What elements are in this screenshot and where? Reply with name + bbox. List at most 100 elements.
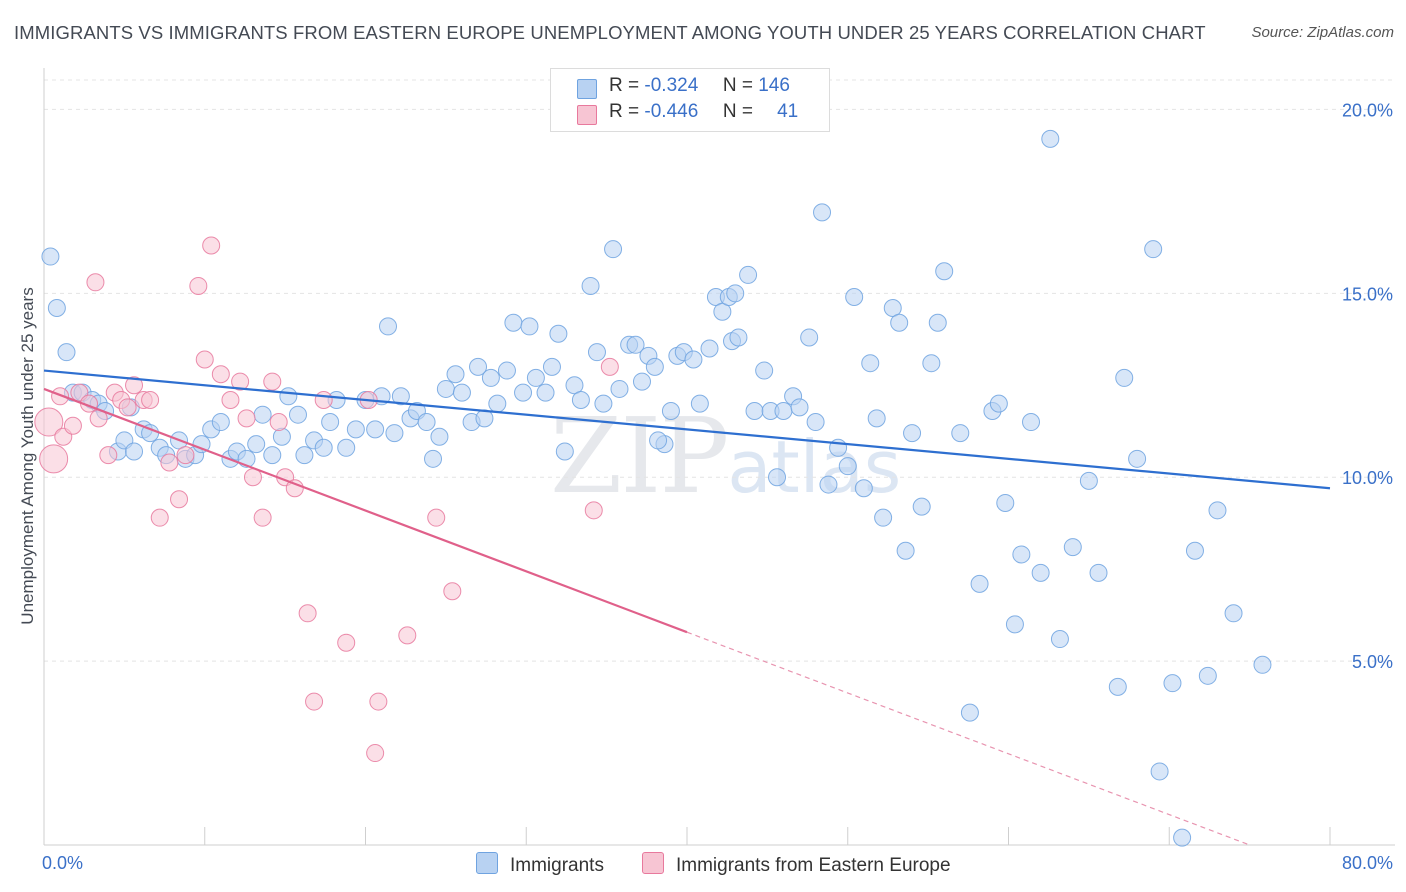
- immigrants-point: [41, 247, 60, 266]
- eastern-europe-point: [189, 276, 208, 295]
- immigrants-point: [469, 357, 488, 376]
- y-tick-label: 5.0%: [1352, 652, 1393, 672]
- immigrants-point: [594, 394, 613, 413]
- immigrants-point: [263, 446, 282, 465]
- immigrants-point: [288, 405, 307, 424]
- immigrants-point: [1173, 828, 1192, 847]
- immigrants-point: [430, 427, 449, 446]
- bottom-legend-eastern-europe: Immigrants from Eastern Europe: [642, 852, 951, 877]
- bottom-legend-label-immigrants: Immigrants: [510, 855, 604, 876]
- immigrants-point: [768, 468, 787, 487]
- legend-r-label: R =: [609, 75, 640, 96]
- legend-r-label: R =: [609, 101, 640, 122]
- immigrants-point: [649, 431, 668, 450]
- eastern-europe-trendline-extension: [686, 631, 1250, 846]
- immigrants-point: [935, 262, 954, 281]
- legend-n-label: N =: [722, 101, 753, 122]
- legend-n-value: 146: [758, 75, 790, 96]
- immigrants-point: [446, 365, 465, 384]
- eastern-europe-point: [118, 398, 137, 417]
- eastern-europe-point: [285, 479, 304, 498]
- immigrants-point: [211, 413, 230, 432]
- immigrants-point: [951, 424, 970, 443]
- source-label: Source: ZipAtlas.com: [1251, 24, 1394, 41]
- eastern-europe-point: [366, 744, 385, 763]
- immigrants-point: [632, 372, 651, 391]
- immigrants-point: [526, 368, 545, 387]
- immigrants-point: [1108, 677, 1127, 696]
- eastern-europe-trendline: [43, 387, 688, 634]
- immigrants-point: [1208, 501, 1227, 520]
- eastern-europe-point: [269, 413, 288, 432]
- immigrants-point: [903, 424, 922, 443]
- eastern-europe-point: [99, 446, 118, 465]
- eastern-europe-point: [305, 692, 324, 711]
- immigrants-point: [295, 446, 314, 465]
- immigrants-point: [1063, 538, 1082, 557]
- immigrants-point: [314, 438, 333, 457]
- immigrants-point: [700, 339, 719, 358]
- eastern-europe-point: [195, 350, 214, 369]
- immigrants-point: [571, 390, 590, 409]
- immigrants-point: [854, 479, 873, 498]
- immigrants-point: [610, 379, 629, 398]
- eastern-europe-point: [86, 273, 105, 292]
- eastern-europe-point: [600, 357, 619, 376]
- legend-r-value: -0.324: [644, 75, 699, 96]
- immigrants-point: [385, 424, 404, 443]
- immigrants-point: [481, 368, 500, 387]
- eastern-europe-point: [170, 490, 189, 509]
- immigrants-point: [845, 287, 864, 306]
- eastern-europe-point: [202, 236, 221, 255]
- y-tick-label: 10.0%: [1342, 468, 1393, 488]
- immigrants-point: [1012, 545, 1031, 564]
- bottom-legend-swatch-immigrants: [476, 852, 498, 874]
- immigrants-point: [813, 203, 832, 222]
- y-tick-label: 20.0%: [1342, 100, 1393, 120]
- immigrants-point: [279, 387, 298, 406]
- immigrants-point: [57, 343, 76, 362]
- immigrants-point: [874, 508, 893, 527]
- immigrants-point: [417, 413, 436, 432]
- immigrants-point: [604, 240, 623, 259]
- immigrants-point: [890, 313, 909, 332]
- immigrants-trendline: [43, 369, 1331, 490]
- eastern-europe-point: [298, 604, 317, 623]
- immigrants-point: [1253, 655, 1272, 674]
- x-tick-label-max: 80.0%: [1342, 853, 1393, 873]
- immigrants-point: [555, 442, 574, 461]
- correlation-legend: R = -0.324 N = 146 R = -0.446 N = 41: [550, 68, 830, 132]
- immigrants-point: [1005, 615, 1024, 634]
- eastern-europe-point: [231, 372, 250, 391]
- bottom-legend-immigrants: Immigrants: [476, 852, 604, 877]
- immigrants-point: [346, 420, 365, 439]
- immigrants-point: [47, 299, 66, 318]
- immigrants-point: [896, 541, 915, 560]
- immigrants-point: [1185, 541, 1204, 560]
- immigrants-point: [838, 457, 857, 476]
- immigrants-point: [1150, 762, 1169, 781]
- eastern-europe-point: [314, 390, 333, 409]
- immigrants-point: [247, 435, 266, 454]
- eastern-europe-point: [51, 387, 70, 406]
- eastern-europe-point: [160, 453, 179, 472]
- legend-swatch-immigrants: [577, 79, 597, 99]
- immigrants-point: [645, 357, 664, 376]
- immigrants-point: [819, 475, 838, 494]
- eastern-europe-point: [125, 376, 144, 395]
- immigrants-point: [542, 357, 561, 376]
- eastern-europe-point: [176, 446, 195, 465]
- immigrants-point: [1079, 471, 1098, 490]
- immigrants-point: [912, 497, 931, 516]
- legend-swatch-eastern-europe: [577, 105, 597, 125]
- immigrants-point: [125, 442, 144, 461]
- immigrants-point: [536, 383, 555, 402]
- immigrants-point: [861, 354, 880, 373]
- immigrants-point: [1198, 666, 1217, 685]
- eastern-europe-point: [221, 390, 240, 409]
- eastern-europe-point: [211, 365, 230, 384]
- eastern-europe-point: [337, 633, 356, 652]
- immigrants-point: [726, 284, 745, 303]
- immigrants-point: [745, 402, 764, 421]
